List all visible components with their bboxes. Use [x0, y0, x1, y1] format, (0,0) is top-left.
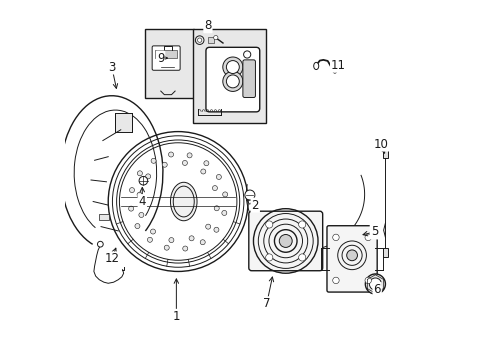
- Circle shape: [332, 234, 339, 240]
- Circle shape: [365, 274, 385, 294]
- Circle shape: [244, 190, 254, 200]
- Circle shape: [201, 169, 205, 174]
- Circle shape: [368, 278, 381, 290]
- FancyBboxPatch shape: [205, 47, 259, 112]
- Circle shape: [213, 227, 219, 232]
- Circle shape: [162, 162, 167, 167]
- Text: 9: 9: [157, 51, 164, 64]
- Circle shape: [168, 152, 173, 157]
- Ellipse shape: [332, 67, 336, 73]
- Circle shape: [214, 206, 219, 211]
- Circle shape: [243, 51, 250, 58]
- Circle shape: [364, 234, 371, 240]
- Circle shape: [182, 161, 187, 166]
- Circle shape: [150, 229, 155, 234]
- Ellipse shape: [313, 62, 318, 69]
- Circle shape: [139, 176, 147, 185]
- Circle shape: [197, 38, 202, 42]
- Text: 3: 3: [108, 60, 115, 73]
- Circle shape: [97, 241, 103, 247]
- Circle shape: [128, 206, 133, 211]
- Circle shape: [265, 254, 272, 261]
- Text: 10: 10: [372, 138, 387, 150]
- Text: 7: 7: [263, 297, 270, 310]
- Circle shape: [213, 36, 218, 40]
- Bar: [192, 30, 265, 123]
- FancyBboxPatch shape: [243, 60, 255, 98]
- Circle shape: [279, 234, 292, 247]
- Circle shape: [187, 153, 192, 158]
- Bar: [383, 248, 387, 257]
- Circle shape: [164, 245, 169, 250]
- Circle shape: [137, 192, 142, 197]
- FancyBboxPatch shape: [248, 211, 322, 271]
- Circle shape: [226, 75, 239, 88]
- Circle shape: [168, 238, 174, 243]
- Circle shape: [223, 71, 243, 91]
- Text: 8: 8: [204, 19, 211, 32]
- Circle shape: [147, 237, 152, 242]
- Bar: [383, 149, 387, 158]
- Circle shape: [223, 57, 243, 77]
- FancyBboxPatch shape: [152, 46, 180, 70]
- Text: 11: 11: [330, 59, 345, 72]
- Circle shape: [265, 221, 272, 228]
- Bar: [99, 214, 108, 220]
- Circle shape: [212, 185, 217, 190]
- Text: 1: 1: [172, 310, 180, 323]
- Circle shape: [203, 161, 208, 166]
- Text: 4: 4: [138, 195, 146, 208]
- Circle shape: [298, 254, 305, 261]
- Circle shape: [145, 174, 150, 179]
- Bar: [115, 113, 131, 132]
- Circle shape: [137, 171, 142, 176]
- Circle shape: [364, 277, 371, 284]
- Circle shape: [346, 250, 357, 261]
- Bar: [145, 30, 194, 98]
- Text: 5: 5: [370, 225, 377, 238]
- Text: 6: 6: [373, 283, 380, 296]
- Circle shape: [226, 60, 239, 73]
- Text: 2: 2: [251, 199, 259, 212]
- FancyBboxPatch shape: [326, 226, 376, 292]
- Circle shape: [222, 192, 227, 197]
- Circle shape: [222, 211, 226, 215]
- Circle shape: [200, 240, 205, 245]
- Text: 12: 12: [104, 252, 119, 265]
- Circle shape: [151, 158, 156, 163]
- Circle shape: [205, 224, 210, 229]
- Circle shape: [135, 224, 140, 229]
- Circle shape: [298, 221, 305, 228]
- Circle shape: [129, 188, 134, 193]
- Circle shape: [216, 175, 221, 180]
- Circle shape: [332, 277, 339, 284]
- Circle shape: [189, 236, 194, 241]
- Bar: [155, 50, 177, 58]
- Circle shape: [183, 246, 187, 251]
- Ellipse shape: [170, 182, 197, 221]
- Circle shape: [139, 212, 143, 217]
- Bar: [207, 37, 214, 43]
